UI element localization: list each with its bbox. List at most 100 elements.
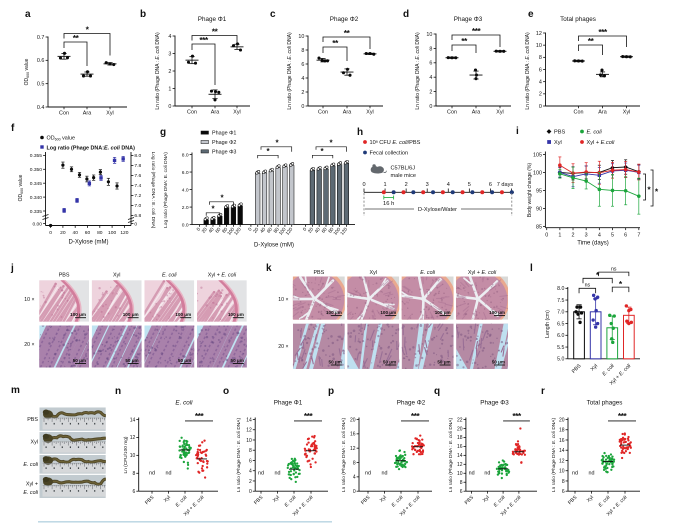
svg-text:nd: nd	[166, 471, 172, 477]
svg-text:40: 40	[314, 226, 322, 234]
svg-text:7.6: 7.6	[134, 173, 141, 179]
svg-text:1: 1	[558, 232, 561, 238]
svg-text:PBS: PBS	[144, 494, 156, 506]
svg-text:Phage Φ3: Phage Φ3	[454, 16, 483, 23]
svg-text:20: 20	[201, 226, 209, 234]
svg-text:5.5: 5.5	[557, 345, 564, 351]
svg-text:5: 5	[468, 182, 471, 188]
svg-text:50 μm: 50 μm	[383, 360, 396, 365]
svg-text:10: 10	[536, 43, 542, 49]
svg-text:Xyl: Xyl	[482, 495, 491, 504]
svg-text:PBS: PBS	[59, 273, 70, 279]
svg-text:*: *	[275, 139, 279, 148]
svg-text:Fecal collection: Fecal collection	[370, 151, 409, 157]
svg-text:E. coli: E. coli	[598, 494, 612, 508]
svg-text:0: 0	[545, 232, 548, 238]
svg-text:Time (days): Time (days)	[577, 241, 608, 247]
svg-text:6: 6	[489, 182, 492, 188]
svg-text:o: o	[223, 386, 229, 397]
svg-text:20: 20	[60, 230, 66, 236]
svg-text:4: 4	[447, 182, 450, 188]
svg-text:12: 12	[350, 446, 356, 452]
svg-text:Xyl + E. coli: Xyl + E. coli	[468, 270, 497, 276]
svg-text:E. coli: E. coli	[587, 130, 603, 136]
svg-text:50 μm: 50 μm	[492, 360, 505, 365]
svg-text:*: *	[220, 194, 224, 203]
svg-text:***: ***	[199, 35, 208, 45]
svg-text:nd: nd	[149, 471, 155, 477]
svg-text:**: **	[212, 26, 219, 36]
svg-text:0: 0	[353, 489, 356, 495]
svg-text:6: 6	[429, 61, 432, 67]
svg-text:0.355: 0.355	[30, 153, 43, 159]
svg-text:0: 0	[302, 226, 309, 232]
svg-text:nd: nd	[382, 471, 388, 477]
svg-text:4: 4	[168, 34, 171, 40]
svg-text:16 h: 16 h	[383, 201, 394, 207]
svg-text:Xyl: Xyl	[272, 495, 281, 504]
svg-text:6.5: 6.5	[557, 321, 564, 327]
svg-text:100 μm: 100 μm	[175, 312, 191, 317]
svg-text:2: 2	[539, 92, 542, 98]
svg-text:E. coli: E. coli	[175, 494, 189, 508]
svg-text:nd: nd	[484, 471, 490, 477]
svg-text:k: k	[266, 263, 272, 274]
svg-text:3: 3	[585, 232, 588, 238]
svg-text:nd: nd	[365, 471, 371, 477]
svg-text:*: *	[619, 279, 623, 289]
svg-text:50 μm: 50 μm	[73, 358, 86, 363]
svg-text:22: 22	[457, 417, 463, 423]
svg-text:0.00: 0.00	[32, 221, 42, 227]
svg-text:Con: Con	[59, 111, 69, 117]
svg-text:3: 3	[426, 182, 429, 188]
svg-text:c: c	[270, 9, 276, 20]
svg-text:ns: ns	[585, 283, 591, 289]
svg-text:8: 8	[353, 460, 356, 466]
svg-text:7.0: 7.0	[557, 310, 564, 316]
svg-text:g: g	[160, 127, 166, 138]
svg-text:100 μm: 100 μm	[228, 312, 244, 317]
svg-text:10: 10	[559, 469, 565, 475]
svg-text:Phage Φ1: Phage Φ1	[274, 400, 303, 407]
svg-text:Xyl +: Xyl +	[26, 482, 38, 488]
svg-text:Xyl: Xyl	[379, 495, 388, 504]
svg-text:E. coli: E. coli	[162, 273, 177, 279]
svg-text:7 days: 7 days	[497, 182, 514, 188]
svg-text:a: a	[25, 9, 31, 20]
svg-text:7: 7	[637, 232, 640, 238]
svg-text:100: 100	[333, 226, 343, 236]
svg-text:8: 8	[301, 48, 304, 54]
svg-text:1: 1	[168, 86, 171, 92]
svg-text:95: 95	[536, 188, 542, 194]
svg-text:0: 0	[429, 104, 432, 110]
svg-text:1: 1	[384, 182, 387, 188]
svg-text:40: 40	[208, 226, 216, 234]
svg-text:16: 16	[457, 444, 463, 450]
svg-text:Log ratio (Phage DNA:E. coli D: Log ratio (Phage DNA:E. coli DNA)	[47, 146, 136, 152]
svg-text:PBS: PBS	[360, 494, 372, 506]
svg-text:Body weight change (%): Body weight change (%)	[527, 163, 533, 218]
svg-text:4: 4	[249, 469, 252, 475]
svg-text:8: 8	[429, 46, 432, 52]
svg-text:Phage Φ3: Phage Φ3	[480, 400, 509, 407]
svg-text:Ln ratio (Phage DNA : E. coli: Ln ratio (Phage DNA : E. coli DNA)	[415, 32, 421, 110]
svg-text:PBS: PBS	[567, 494, 579, 506]
svg-text:109 CFU E. coli/PBS: 109 CFU E. coli/PBS	[370, 140, 421, 146]
svg-text:0.340: 0.340	[30, 195, 43, 201]
svg-text:Ara: Ara	[598, 110, 606, 116]
svg-text:q: q	[434, 386, 440, 397]
svg-text:*: *	[266, 147, 270, 156]
svg-text:Xyl: Xyl	[554, 140, 562, 146]
svg-text:80: 80	[327, 226, 335, 234]
svg-text:0.7: 0.7	[37, 35, 45, 41]
svg-text:**: **	[461, 36, 468, 46]
svg-text:nd: nd	[572, 471, 578, 477]
svg-text:n: n	[115, 386, 121, 397]
svg-text:E. coli: E. coli	[23, 490, 38, 496]
svg-text:Ara: Ara	[472, 110, 480, 116]
svg-text:0.335: 0.335	[30, 209, 43, 215]
svg-text:14: 14	[457, 453, 463, 459]
svg-text:60: 60	[85, 230, 91, 236]
svg-text:OD600 value: OD600 value	[24, 58, 30, 85]
svg-text:**: **	[332, 38, 339, 48]
